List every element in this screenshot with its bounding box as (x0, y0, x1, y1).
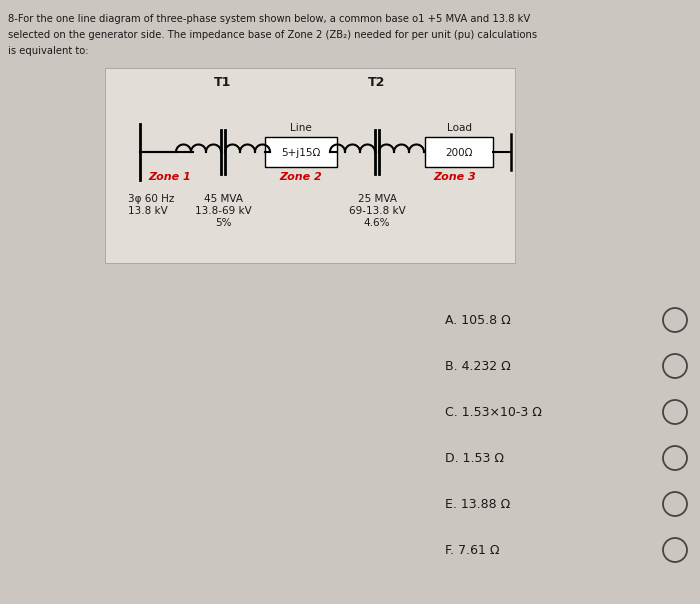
Text: 13.8-69 kV: 13.8-69 kV (195, 206, 251, 216)
Text: 45 MVA: 45 MVA (204, 194, 242, 204)
FancyBboxPatch shape (265, 137, 337, 167)
Text: Line: Line (290, 123, 312, 133)
Text: is equivalent to:: is equivalent to: (8, 46, 88, 56)
Text: Zone 2: Zone 2 (279, 172, 323, 182)
Text: B. 4.232 Ω: B. 4.232 Ω (445, 359, 511, 373)
Text: 5%: 5% (215, 218, 231, 228)
Text: F. 7.61 Ω: F. 7.61 Ω (445, 544, 500, 556)
Text: 4.6%: 4.6% (364, 218, 391, 228)
FancyBboxPatch shape (425, 137, 493, 167)
Text: 25 MVA: 25 MVA (358, 194, 396, 204)
Text: C. 1.53×10-3 Ω: C. 1.53×10-3 Ω (445, 405, 542, 419)
Text: 200Ω: 200Ω (445, 148, 472, 158)
Text: 8-For the one line diagram of three-phase system shown below, a common base o1 +: 8-For the one line diagram of three-phas… (8, 14, 531, 24)
Text: 3φ 60 Hz: 3φ 60 Hz (128, 194, 174, 204)
Text: T2: T2 (368, 77, 386, 89)
Text: 5+j15Ω: 5+j15Ω (281, 148, 321, 158)
Text: A. 105.8 Ω: A. 105.8 Ω (445, 313, 511, 327)
Text: T1: T1 (214, 77, 232, 89)
Text: 13.8 kV: 13.8 kV (128, 206, 168, 216)
Text: E. 13.88 Ω: E. 13.88 Ω (445, 498, 510, 510)
Text: Zone 1: Zone 1 (148, 172, 191, 182)
Text: Zone 3: Zone 3 (433, 172, 477, 182)
Text: 69-13.8 kV: 69-13.8 kV (349, 206, 405, 216)
FancyBboxPatch shape (105, 68, 515, 263)
Text: selected on the generator side. The impedance base of Zone 2 (ZB₂) needed for pe: selected on the generator side. The impe… (8, 30, 537, 40)
Text: D. 1.53 Ω: D. 1.53 Ω (445, 452, 504, 464)
Text: Load: Load (447, 123, 472, 133)
